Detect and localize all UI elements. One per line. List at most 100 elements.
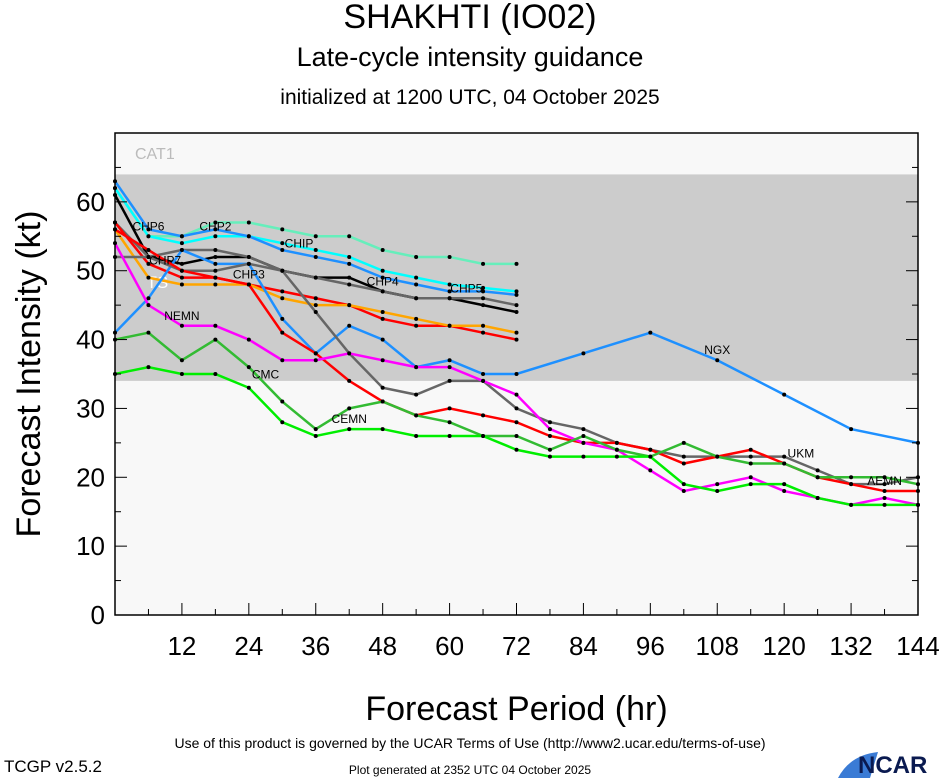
data-point bbox=[447, 254, 452, 259]
data-point bbox=[146, 248, 151, 253]
data-point bbox=[447, 289, 452, 294]
data-point bbox=[514, 420, 519, 425]
data-point bbox=[681, 489, 686, 494]
data-point bbox=[414, 413, 419, 418]
data-point bbox=[581, 433, 586, 438]
band-ts bbox=[115, 174, 918, 381]
series-label-cemn: CEMN bbox=[332, 412, 367, 426]
data-point bbox=[380, 385, 385, 390]
x-tick-label: 132 bbox=[829, 631, 872, 661]
data-point bbox=[782, 489, 787, 494]
data-point bbox=[347, 323, 352, 328]
data-point bbox=[414, 365, 419, 370]
data-point bbox=[179, 268, 184, 273]
data-point bbox=[380, 275, 385, 280]
data-point bbox=[280, 289, 285, 294]
data-point bbox=[246, 220, 251, 225]
data-point bbox=[882, 495, 887, 500]
data-point bbox=[514, 406, 519, 411]
series-label-chp6: CHP6 bbox=[132, 219, 164, 233]
data-point bbox=[882, 502, 887, 507]
data-point bbox=[748, 475, 753, 480]
data-point bbox=[447, 406, 452, 411]
data-point bbox=[280, 296, 285, 301]
init-time: initialized at 1200 UTC, 04 October 2025 bbox=[280, 86, 660, 109]
data-point bbox=[213, 261, 218, 266]
data-point bbox=[213, 248, 218, 253]
data-point bbox=[146, 330, 151, 335]
data-point bbox=[280, 248, 285, 253]
data-point bbox=[213, 220, 218, 225]
data-point bbox=[313, 358, 318, 363]
data-point bbox=[782, 392, 787, 397]
data-point bbox=[146, 303, 151, 308]
data-point bbox=[447, 296, 452, 301]
data-point bbox=[179, 248, 184, 253]
y-tick-label: 50 bbox=[76, 256, 105, 286]
x-axis-label: Forecast Period (hr) bbox=[365, 690, 667, 728]
data-point bbox=[581, 440, 586, 445]
data-point bbox=[514, 447, 519, 452]
x-tick-label: 48 bbox=[368, 631, 397, 661]
data-point bbox=[681, 454, 686, 459]
series-label-chp2: CHP2 bbox=[199, 219, 231, 233]
data-point bbox=[481, 289, 486, 294]
data-point bbox=[213, 372, 218, 376]
data-point bbox=[447, 433, 452, 438]
ncar-logo-swoosh bbox=[838, 752, 878, 778]
data-point bbox=[648, 468, 653, 473]
data-point bbox=[313, 296, 318, 301]
data-point bbox=[581, 427, 586, 432]
data-point bbox=[380, 310, 385, 315]
data-point bbox=[514, 310, 519, 315]
data-point bbox=[614, 440, 619, 445]
data-point bbox=[313, 310, 318, 315]
data-point bbox=[179, 372, 184, 376]
data-point bbox=[882, 482, 887, 487]
y-tick-label: 40 bbox=[76, 325, 105, 355]
x-tick-label: 12 bbox=[167, 631, 196, 661]
data-point bbox=[146, 234, 151, 239]
data-point bbox=[380, 337, 385, 342]
data-point bbox=[715, 358, 720, 363]
data-point bbox=[313, 254, 318, 259]
series-label-ngx: NGX bbox=[704, 343, 730, 357]
data-point bbox=[246, 337, 251, 342]
data-point bbox=[481, 433, 486, 438]
data-point bbox=[313, 248, 318, 253]
series-label-chip: CHIP bbox=[285, 237, 314, 251]
series-label-chp3: CHP3 bbox=[233, 267, 265, 281]
data-point bbox=[581, 351, 586, 356]
data-point bbox=[313, 275, 318, 280]
data-point bbox=[213, 227, 218, 232]
x-tick-label: 36 bbox=[301, 631, 330, 661]
data-point bbox=[246, 261, 251, 266]
data-point bbox=[581, 454, 586, 459]
data-point bbox=[246, 234, 251, 239]
data-point bbox=[414, 282, 419, 287]
data-point bbox=[347, 282, 352, 287]
data-point bbox=[313, 303, 318, 308]
series-label-chp7: CHP7 bbox=[149, 254, 181, 268]
data-point bbox=[481, 372, 486, 376]
data-point bbox=[313, 234, 318, 239]
data-point bbox=[481, 285, 486, 290]
data-point bbox=[447, 323, 452, 328]
data-point bbox=[280, 227, 285, 232]
series-label-nemn: NEMN bbox=[164, 309, 199, 323]
data-point bbox=[280, 268, 285, 273]
data-point bbox=[782, 461, 787, 466]
data-point bbox=[414, 275, 419, 280]
data-point bbox=[849, 475, 854, 480]
x-tick-label: 84 bbox=[569, 631, 598, 661]
data-point bbox=[447, 365, 452, 370]
data-point bbox=[547, 454, 552, 459]
data-point bbox=[380, 268, 385, 273]
data-point bbox=[280, 316, 285, 321]
data-point bbox=[213, 337, 218, 342]
data-point bbox=[347, 261, 352, 266]
data-point bbox=[146, 365, 151, 370]
data-point bbox=[514, 433, 519, 438]
data-point bbox=[481, 413, 486, 418]
